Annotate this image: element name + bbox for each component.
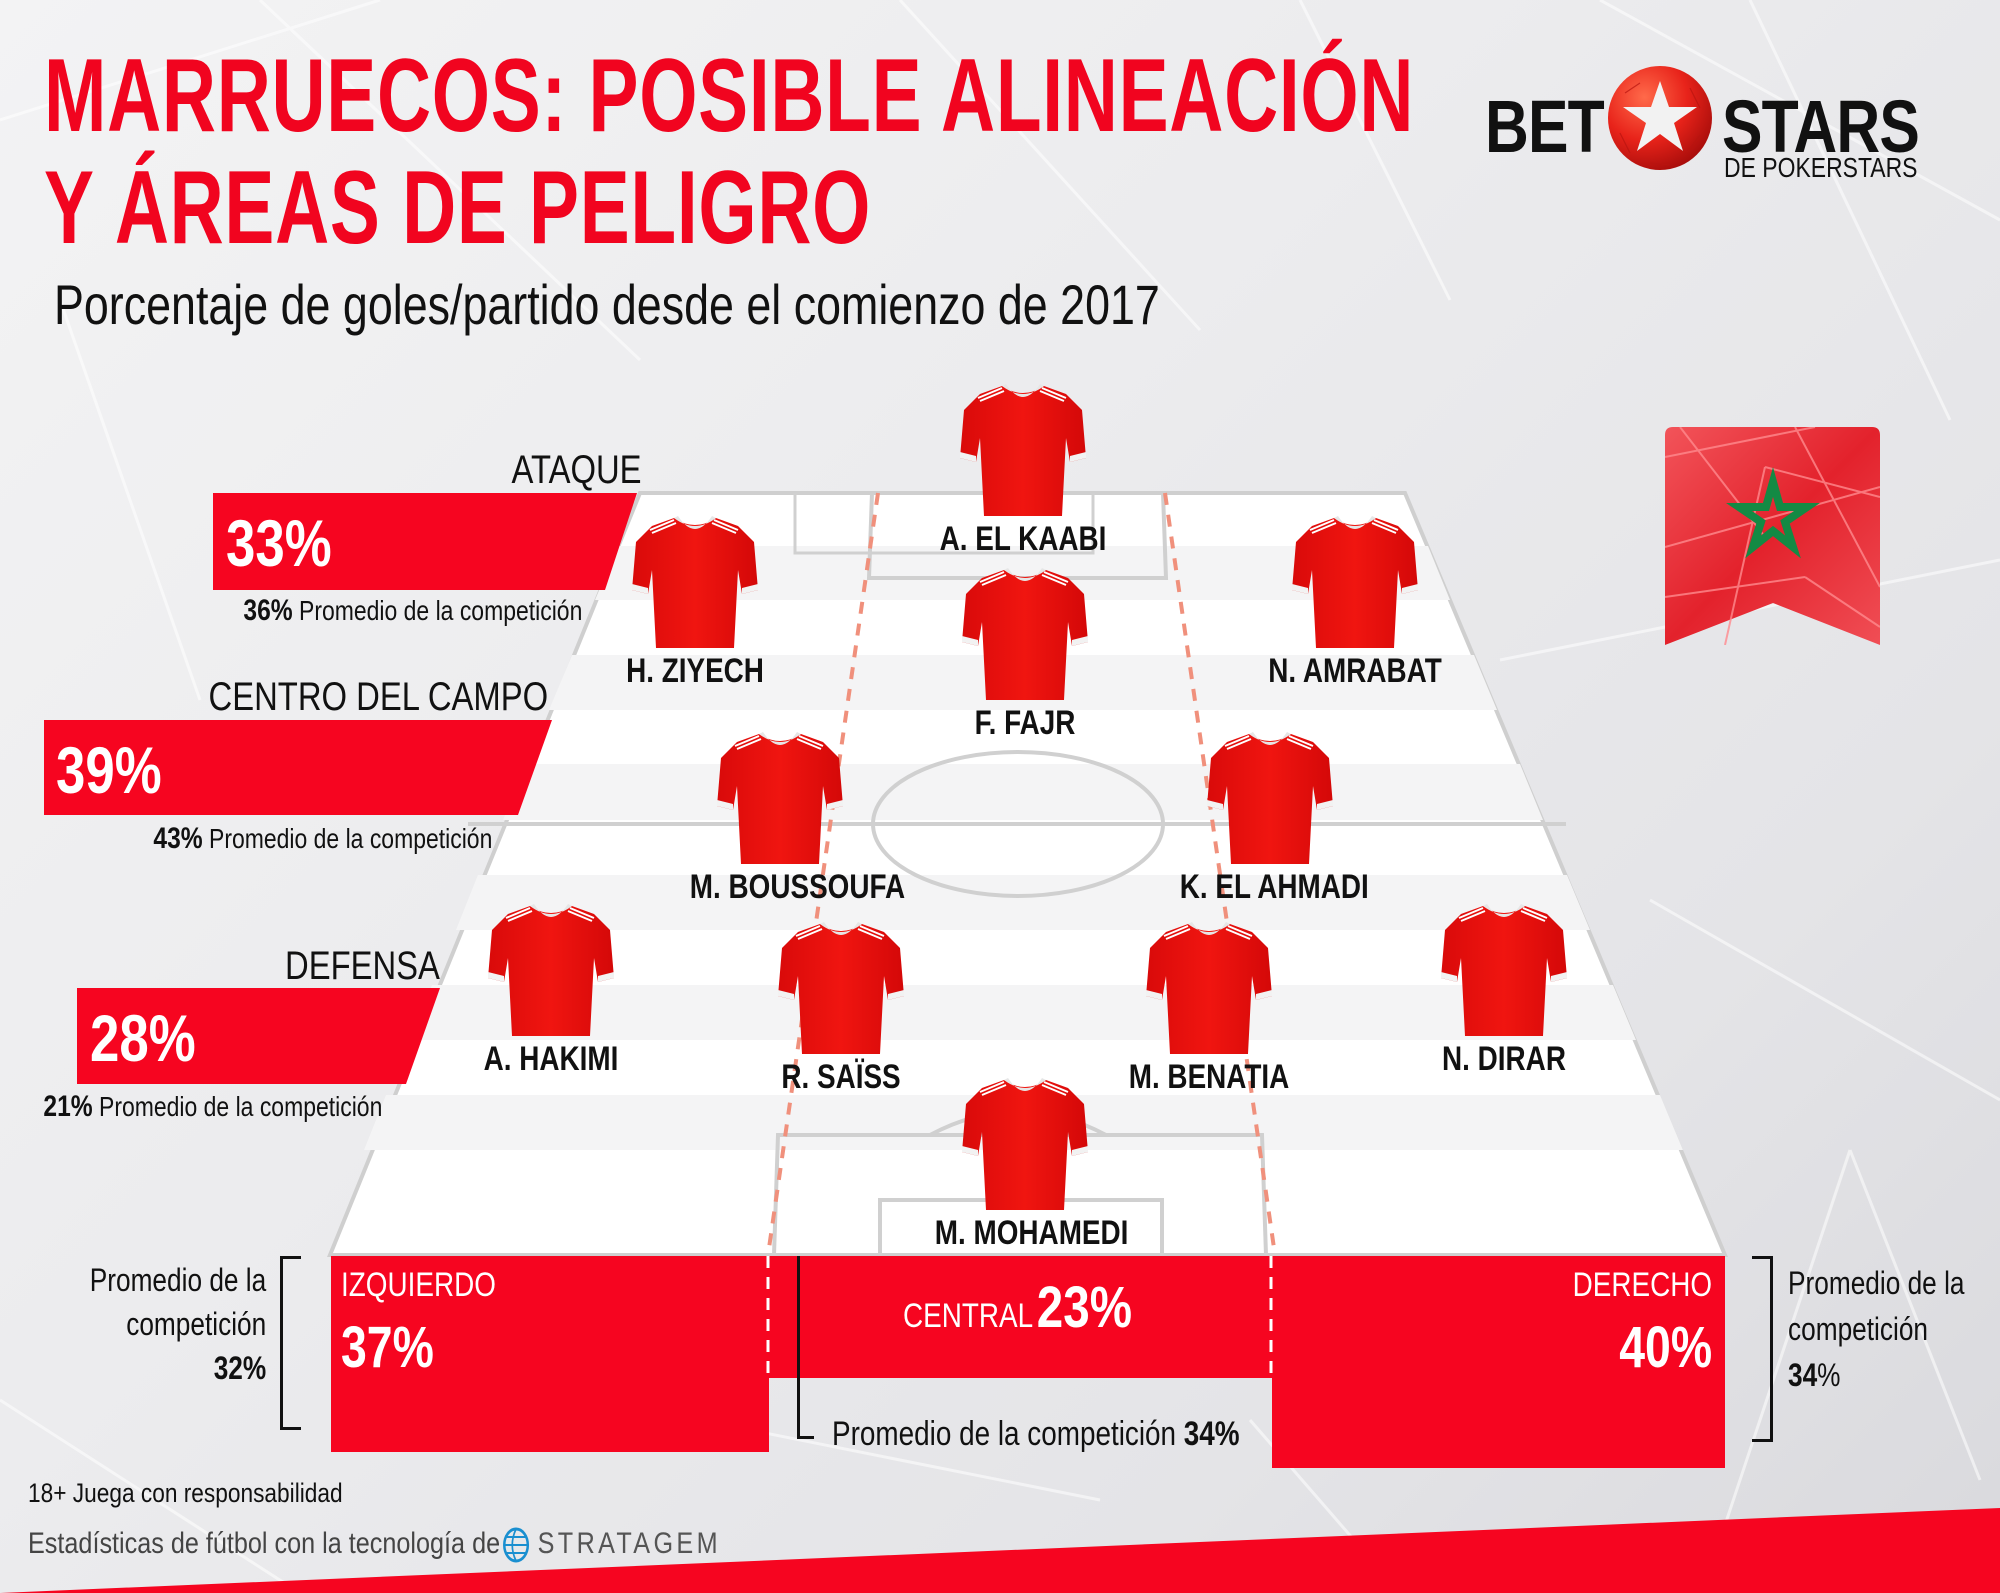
attack-bar bbox=[213, 493, 637, 590]
zone-label-attack: ATAQUE bbox=[511, 448, 642, 492]
zone-label-midfield: CENTRO DEL CAMPO bbox=[208, 675, 548, 719]
player-card[interactable]: K. EL AHMADI bbox=[1160, 728, 1380, 907]
zone-pct-attack: 33% bbox=[226, 506, 332, 580]
central-avg: Promedio de la competición 34% bbox=[832, 1415, 1240, 1454]
player-name: H. ZIYECH bbox=[626, 652, 764, 690]
midfield-bar bbox=[44, 720, 552, 815]
player-card[interactable]: M. BENATIA bbox=[1099, 918, 1319, 1097]
zone-label-defense: DEFENSA bbox=[285, 944, 440, 988]
central-pct: 23% bbox=[1036, 1275, 1132, 1340]
player-card[interactable]: R. SAÏSS bbox=[731, 918, 951, 1097]
player-name: R. SAÏSS bbox=[781, 1058, 901, 1096]
right-side-label: DERECHO bbox=[1572, 1266, 1712, 1304]
right-avg-label-1: Promedio de la bbox=[1788, 1265, 1965, 1301]
central-avg-connector bbox=[797, 1256, 814, 1439]
zone-avg-attack-label: Promedio de la competición bbox=[298, 595, 582, 626]
right-side-pct: 40% bbox=[1619, 1315, 1712, 1380]
player-card[interactable]: M. MOHAMEDI bbox=[915, 1074, 1135, 1253]
player-name: N. DIRAR bbox=[1442, 1040, 1566, 1078]
responsible-gambling-note: 18+ Juega con responsabilidad bbox=[28, 1478, 343, 1508]
left-avg-bracket bbox=[280, 1256, 301, 1430]
player-name: N. AMRABAT bbox=[1268, 652, 1442, 690]
logo-bet-text: BET bbox=[1485, 85, 1605, 168]
player-card[interactable]: N. AMRABAT bbox=[1245, 512, 1465, 691]
left-avg-label-1: Promedio de la bbox=[89, 1262, 266, 1298]
right-avg-pct-row: 34% bbox=[1788, 1352, 1964, 1398]
stratagem-globe-icon bbox=[503, 1527, 530, 1563]
zone-avg-defense-pct: 21% bbox=[43, 1090, 93, 1123]
left-avg: Promedio de la competición 32% bbox=[90, 1258, 266, 1390]
left-side-bar bbox=[331, 1256, 769, 1452]
logo-subtitle: DE POKERSTARS bbox=[1724, 152, 1918, 183]
subtitle: Porcentaje de goles/partido desde el com… bbox=[54, 273, 1160, 336]
zone-avg-attack: 36% Promedio de la competición bbox=[243, 594, 582, 628]
player-card[interactable]: A. HAKIMI bbox=[441, 900, 661, 1079]
footer-red-wedge bbox=[0, 1508, 2000, 1593]
zone-avg-defense: 21% Promedio de la competición bbox=[43, 1090, 382, 1124]
player-card[interactable]: F. FAJR bbox=[915, 564, 1135, 743]
title-line-2: Y ÁREAS DE PELIGRO bbox=[44, 150, 872, 266]
player-name: M. BENATIA bbox=[1128, 1058, 1290, 1096]
right-avg-pct: 34 bbox=[1788, 1357, 1818, 1393]
player-name: A. HAKIMI bbox=[483, 1040, 619, 1078]
title-line-1: MARRUECOS: POSIBLE ALINEACIÓN bbox=[44, 38, 1415, 154]
player-card[interactable]: A. EL KAABI bbox=[913, 380, 1133, 559]
player-name: K. EL AHMADI bbox=[1179, 868, 1369, 906]
zone-pct-midfield: 39% bbox=[56, 733, 162, 807]
central-label-group: CENTRAL 23% bbox=[903, 1274, 1132, 1341]
left-avg-label-2: competición bbox=[125, 1306, 266, 1342]
central-avg-label: Promedio de la competición bbox=[832, 1415, 1177, 1453]
player-card[interactable]: M. BOUSSOUFA bbox=[670, 728, 906, 907]
zone-avg-attack-pct: 36% bbox=[243, 594, 293, 627]
player-name: F. FAJR bbox=[974, 704, 1076, 742]
page-title: MARRUECOS: POSIBLE ALINEACIÓN Y ÁREAS DE… bbox=[44, 40, 1414, 264]
player-name: A. EL KAABI bbox=[939, 520, 1107, 558]
zone-bars bbox=[44, 493, 637, 1084]
zone-pct-defense: 28% bbox=[90, 1001, 196, 1075]
player-name: M. MOHAMEDI bbox=[934, 1214, 1129, 1252]
left-side-label: IZQUIERDO bbox=[341, 1266, 496, 1304]
central-avg-pct: 34% bbox=[1183, 1415, 1240, 1453]
stratagem-brand: STRATAGEM bbox=[537, 1526, 721, 1560]
morocco-flag-banner-icon bbox=[1665, 427, 1880, 645]
powered-by-text: Estadísticas de fútbol con la tecnología… bbox=[28, 1526, 501, 1560]
right-avg-bracket bbox=[1752, 1256, 1773, 1442]
central-bar bbox=[769, 1256, 1272, 1378]
player-card[interactable]: H. ZIYECH bbox=[585, 512, 805, 691]
zone-avg-defense-label: Promedio de la competición bbox=[98, 1091, 383, 1122]
logo-stars-text: STARS bbox=[1722, 85, 1920, 168]
left-side-pct: 37% bbox=[341, 1315, 434, 1380]
defense-bar bbox=[77, 988, 440, 1084]
zone-avg-midfield-label: Promedio de la competición bbox=[208, 823, 493, 854]
player-card[interactable]: N. DIRAR bbox=[1394, 900, 1614, 1079]
right-avg: Promedio de la competición 34% bbox=[1788, 1260, 1964, 1398]
powered-by-note: Estadísticas de fútbol con la tecnología… bbox=[28, 1526, 721, 1564]
soccer-ball-star-icon bbox=[1608, 66, 1712, 170]
zone-avg-midfield-pct: 43% bbox=[153, 822, 203, 855]
right-avg-pct-sign: % bbox=[1817, 1357, 1841, 1393]
right-avg-label-2: competición bbox=[1788, 1311, 1929, 1347]
central-label: CENTRAL bbox=[903, 1297, 1034, 1335]
right-side-bar bbox=[1272, 1256, 1725, 1468]
player-name: M. BOUSSOUFA bbox=[689, 868, 906, 906]
left-avg-pct: 32% bbox=[213, 1350, 266, 1386]
zone-avg-midfield: 43% Promedio de la competición bbox=[153, 822, 492, 856]
